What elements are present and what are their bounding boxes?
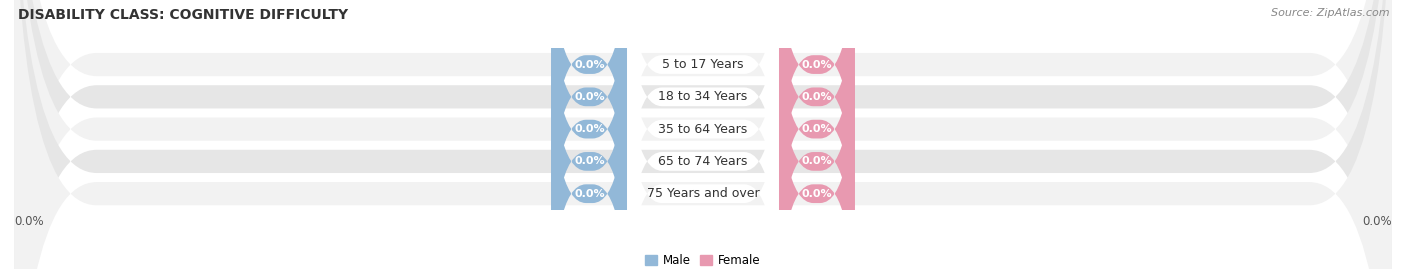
FancyBboxPatch shape (551, 9, 627, 269)
FancyBboxPatch shape (779, 0, 855, 217)
FancyBboxPatch shape (551, 0, 627, 217)
Text: 0.0%: 0.0% (801, 124, 832, 134)
Legend: Male, Female: Male, Female (641, 249, 765, 269)
FancyBboxPatch shape (779, 9, 855, 269)
FancyBboxPatch shape (627, 0, 779, 217)
FancyBboxPatch shape (627, 0, 779, 269)
Text: 0.0%: 0.0% (574, 92, 605, 102)
FancyBboxPatch shape (627, 9, 779, 269)
FancyBboxPatch shape (627, 42, 779, 269)
Text: 0.0%: 0.0% (801, 59, 832, 70)
Text: 0.0%: 0.0% (1362, 215, 1392, 228)
FancyBboxPatch shape (14, 0, 1392, 269)
Text: 75 Years and over: 75 Years and over (647, 187, 759, 200)
FancyBboxPatch shape (14, 0, 1392, 269)
Text: 18 to 34 Years: 18 to 34 Years (658, 90, 748, 103)
FancyBboxPatch shape (779, 42, 855, 269)
FancyBboxPatch shape (779, 0, 855, 269)
FancyBboxPatch shape (551, 0, 627, 249)
Text: 0.0%: 0.0% (574, 189, 605, 199)
FancyBboxPatch shape (14, 0, 1392, 269)
Text: 0.0%: 0.0% (14, 215, 44, 228)
FancyBboxPatch shape (779, 0, 855, 249)
FancyBboxPatch shape (627, 0, 779, 249)
FancyBboxPatch shape (14, 0, 1392, 269)
Text: 0.0%: 0.0% (801, 189, 832, 199)
Text: 0.0%: 0.0% (801, 92, 832, 102)
Text: 0.0%: 0.0% (574, 59, 605, 70)
Text: Source: ZipAtlas.com: Source: ZipAtlas.com (1271, 8, 1389, 18)
FancyBboxPatch shape (551, 42, 627, 269)
Text: 65 to 74 Years: 65 to 74 Years (658, 155, 748, 168)
FancyBboxPatch shape (14, 0, 1392, 269)
FancyBboxPatch shape (551, 0, 627, 269)
Text: DISABILITY CLASS: COGNITIVE DIFFICULTY: DISABILITY CLASS: COGNITIVE DIFFICULTY (18, 8, 349, 22)
Text: 0.0%: 0.0% (574, 156, 605, 167)
Text: 0.0%: 0.0% (801, 156, 832, 167)
Text: 35 to 64 Years: 35 to 64 Years (658, 123, 748, 136)
Text: 0.0%: 0.0% (574, 124, 605, 134)
Text: 5 to 17 Years: 5 to 17 Years (662, 58, 744, 71)
